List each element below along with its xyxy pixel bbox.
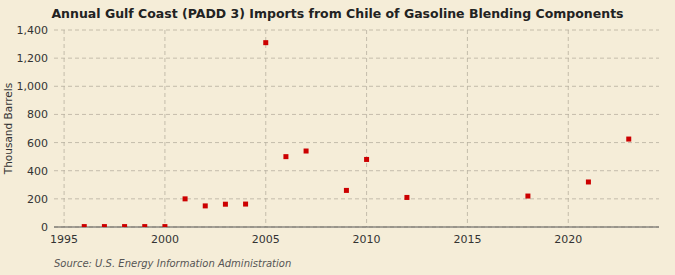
point [364,157,369,162]
title: Annual Gulf Coast (PADD 3) Imports from … [51,6,623,21]
point [102,224,107,227]
point [283,154,288,159]
x-grid-line [467,30,468,227]
x-grid-line [64,30,65,227]
point [304,149,309,154]
point [404,195,409,200]
y-tick-label: 400 [27,165,48,178]
point [122,224,127,227]
x-grid-line [164,30,165,227]
x-grid-line [265,30,266,227]
y-tick-label: 800 [27,108,48,121]
y-tick-label: 1,400 [17,24,49,37]
chart: 0 200 400 600 800 1,000 1,200 1,400 1995 2000 2005… [0,0,675,275]
x-tick-label: 2010 [353,233,381,246]
point [344,188,349,193]
y-axis-label: Thousand Barrels [2,83,14,175]
point [162,224,167,227]
point [82,224,87,227]
y-tick-label: 1,000 [17,80,49,93]
y-tick-label: 0 [41,221,48,234]
x-tick-label: 2015 [453,233,481,246]
grid [54,30,659,227]
point [525,194,530,199]
x-tick-label: 2020 [554,233,582,246]
point [243,202,248,207]
point [263,40,268,45]
x-grid-line [366,30,367,227]
point [626,137,631,142]
x-tick-label: 2005 [252,233,280,246]
point [586,179,591,184]
axes: 0 200 400 600 800 1,000 1,200 1,400 1995 2000 2005… [17,24,660,246]
y-tick-label: 200 [27,193,48,206]
x-tick-label: 1995 [50,233,78,246]
source-note: Source: U.S. Energy Information Administ… [54,258,291,269]
point [183,196,188,201]
points [82,40,632,227]
x-grid-line [568,30,569,227]
point [142,224,147,227]
x-tick-label: 2000 [151,233,179,246]
background [0,0,675,275]
point [223,202,228,207]
y-tick-label: 1,200 [17,52,49,65]
y-tick-label: 600 [27,137,48,150]
point [203,203,208,208]
